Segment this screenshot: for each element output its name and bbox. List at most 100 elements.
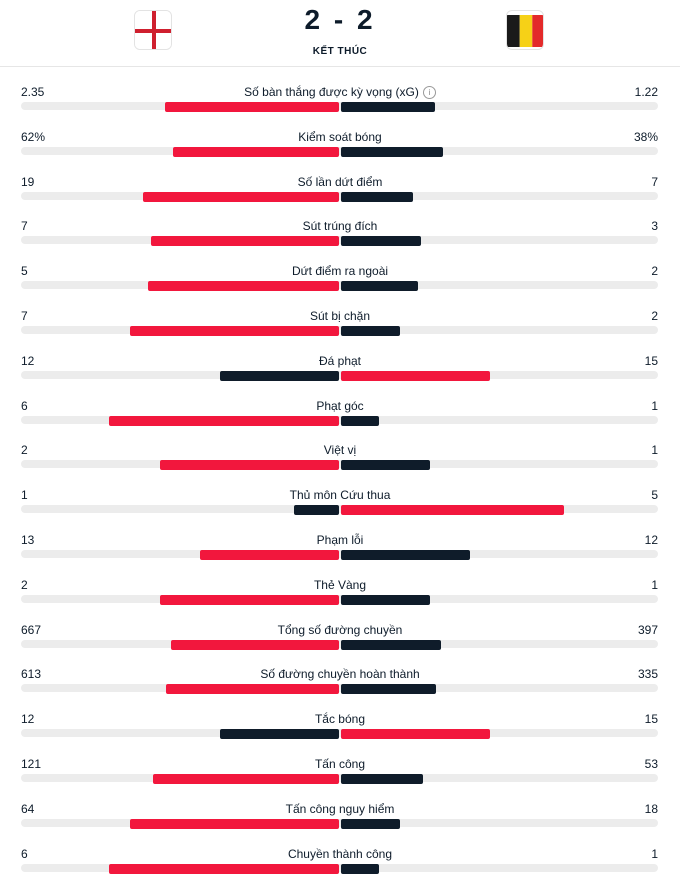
home-bar <box>151 236 339 247</box>
home-value: 613 <box>21 667 42 682</box>
stat-row: 613 Số đường chuyền hoàn thành 335 <box>0 663 680 708</box>
stat-row: 7 Sút trúng đích 3 <box>0 215 680 260</box>
home-bar <box>109 863 339 874</box>
stat-track <box>21 325 658 334</box>
stat-label-text: Việt vị <box>323 443 357 458</box>
belgium-flag-icon <box>506 10 544 50</box>
stat-track <box>21 370 658 379</box>
away-value: 1 <box>651 846 658 861</box>
stat-label-text: Sút trúng đích <box>302 219 378 234</box>
stat-track <box>21 773 658 782</box>
stat-label: Dứt điểm ra ngoài <box>140 264 540 278</box>
stat-label-text: Thẻ Vàng <box>313 577 367 592</box>
away-bar <box>341 325 400 336</box>
stat-track <box>21 460 658 469</box>
stat-label: Chuyền thành công <box>140 847 540 861</box>
stat-label: Thủ môn Cứu thua <box>140 488 540 502</box>
away-value: 53 <box>644 756 658 771</box>
stat-row: 7 Sút bị chặn 2 <box>0 305 680 350</box>
home-value: 62% <box>21 129 46 144</box>
stat-row: 2.35 Số bàn thắng được kỳ vọng (xG) i 1.22 <box>0 81 680 126</box>
home-value: 1 <box>21 488 28 503</box>
home-value: 6 <box>21 398 28 413</box>
stat-label-text: Tấn công nguy hiểm <box>285 801 395 816</box>
away-value: 12 <box>644 532 658 547</box>
info-icon[interactable]: i <box>422 86 436 99</box>
away-value: 1 <box>651 577 658 592</box>
home-value: 64 <box>21 801 35 816</box>
away-value: 3 <box>651 219 658 234</box>
stat-track <box>21 281 658 290</box>
away-value: 7 <box>651 174 658 189</box>
stat-label-text: Kiểm soát bóng <box>298 129 382 144</box>
stat-label-text: Số đường chuyền hoàn thành <box>260 667 420 682</box>
home-bar <box>165 102 339 112</box>
home-value: 6 <box>21 846 28 861</box>
stat-label-text: Tắc bóng <box>314 712 366 727</box>
away-value: 18 <box>644 801 658 816</box>
stat-track <box>21 863 658 872</box>
stat-row: 6 Chuyền thành công 1 <box>0 843 680 888</box>
stat-track <box>21 549 658 558</box>
stat-track <box>21 102 658 110</box>
away-value: 335 <box>637 667 658 682</box>
stat-label: Đá phạt <box>140 354 540 368</box>
stat-track <box>21 729 658 738</box>
stat-label: Thẻ Vàng <box>140 578 540 592</box>
stat-label: Số bàn thắng được kỳ vọng (xG) i <box>140 85 540 99</box>
stat-label-text: Thủ môn Cứu thua <box>289 488 391 503</box>
stat-label-text: Sút bị chặn <box>309 308 371 323</box>
stats-list: 2.35 Số bàn thắng được kỳ vọng (xG) i 1.22 6… <box>0 81 680 887</box>
stat-label-text: Số lần dứt điểm <box>297 174 383 189</box>
stat-row: 13 Phạm lỗi 12 <box>0 529 680 574</box>
home-value: 2.35 <box>21 85 45 99</box>
match-score: 2 - 2 <box>304 4 376 35</box>
stat-label-text: Chuyền thành công <box>287 846 393 861</box>
home-bar <box>143 191 339 202</box>
england-flag-icon <box>134 10 172 50</box>
away-value: 2 <box>651 308 658 323</box>
stat-label: Tấn công nguy hiểm <box>140 802 540 816</box>
away-bar <box>341 236 421 247</box>
away-value: 38% <box>633 129 658 144</box>
stat-label-text: Số bàn thắng được kỳ vọng (xG) <box>244 85 419 99</box>
away-bar <box>341 370 490 381</box>
home-bar <box>130 325 339 336</box>
stat-label: Tấn công <box>140 757 540 771</box>
away-value: 2 <box>651 264 658 279</box>
stat-row: 2 Thẻ Vàng 1 <box>0 574 680 619</box>
stat-track <box>21 415 658 424</box>
away-bar <box>341 684 436 695</box>
home-bar <box>166 684 339 695</box>
away-bar <box>341 460 430 471</box>
home-bar <box>294 505 339 516</box>
stat-track <box>21 505 658 514</box>
away-value: 5 <box>651 488 658 503</box>
home-bar <box>173 146 339 157</box>
stat-label: Kiểm soát bóng <box>140 130 540 144</box>
stat-row: 1 Thủ môn Cứu thua 5 <box>0 484 680 529</box>
home-value: 19 <box>21 174 35 189</box>
away-bar <box>341 729 490 740</box>
stat-track <box>21 191 658 200</box>
home-value: 12 <box>21 353 35 368</box>
stat-label: Số đường chuyền hoàn thành <box>140 667 540 681</box>
stat-label-text: Dứt điểm ra ngoài <box>291 264 389 279</box>
stat-label: Phạt góc <box>140 399 540 413</box>
stat-row: 5 Dứt điểm ra ngoài 2 <box>0 260 680 305</box>
stat-track <box>21 818 658 827</box>
stat-row: 121 Tấn công 53 <box>0 753 680 798</box>
away-bar <box>341 281 418 292</box>
stat-row: 667 Tổng số đường chuyền 397 <box>0 619 680 664</box>
home-bar <box>171 639 339 650</box>
away-bar <box>341 863 379 874</box>
stat-track <box>21 236 658 245</box>
away-value: 1.22 <box>634 85 658 99</box>
away-value: 397 <box>637 622 658 637</box>
home-value: 667 <box>21 622 42 637</box>
away-bar <box>341 594 430 605</box>
away-bar <box>341 415 379 426</box>
away-bar <box>341 146 443 157</box>
stat-label: Phạm lỗi <box>140 533 540 547</box>
home-bar <box>153 773 339 784</box>
